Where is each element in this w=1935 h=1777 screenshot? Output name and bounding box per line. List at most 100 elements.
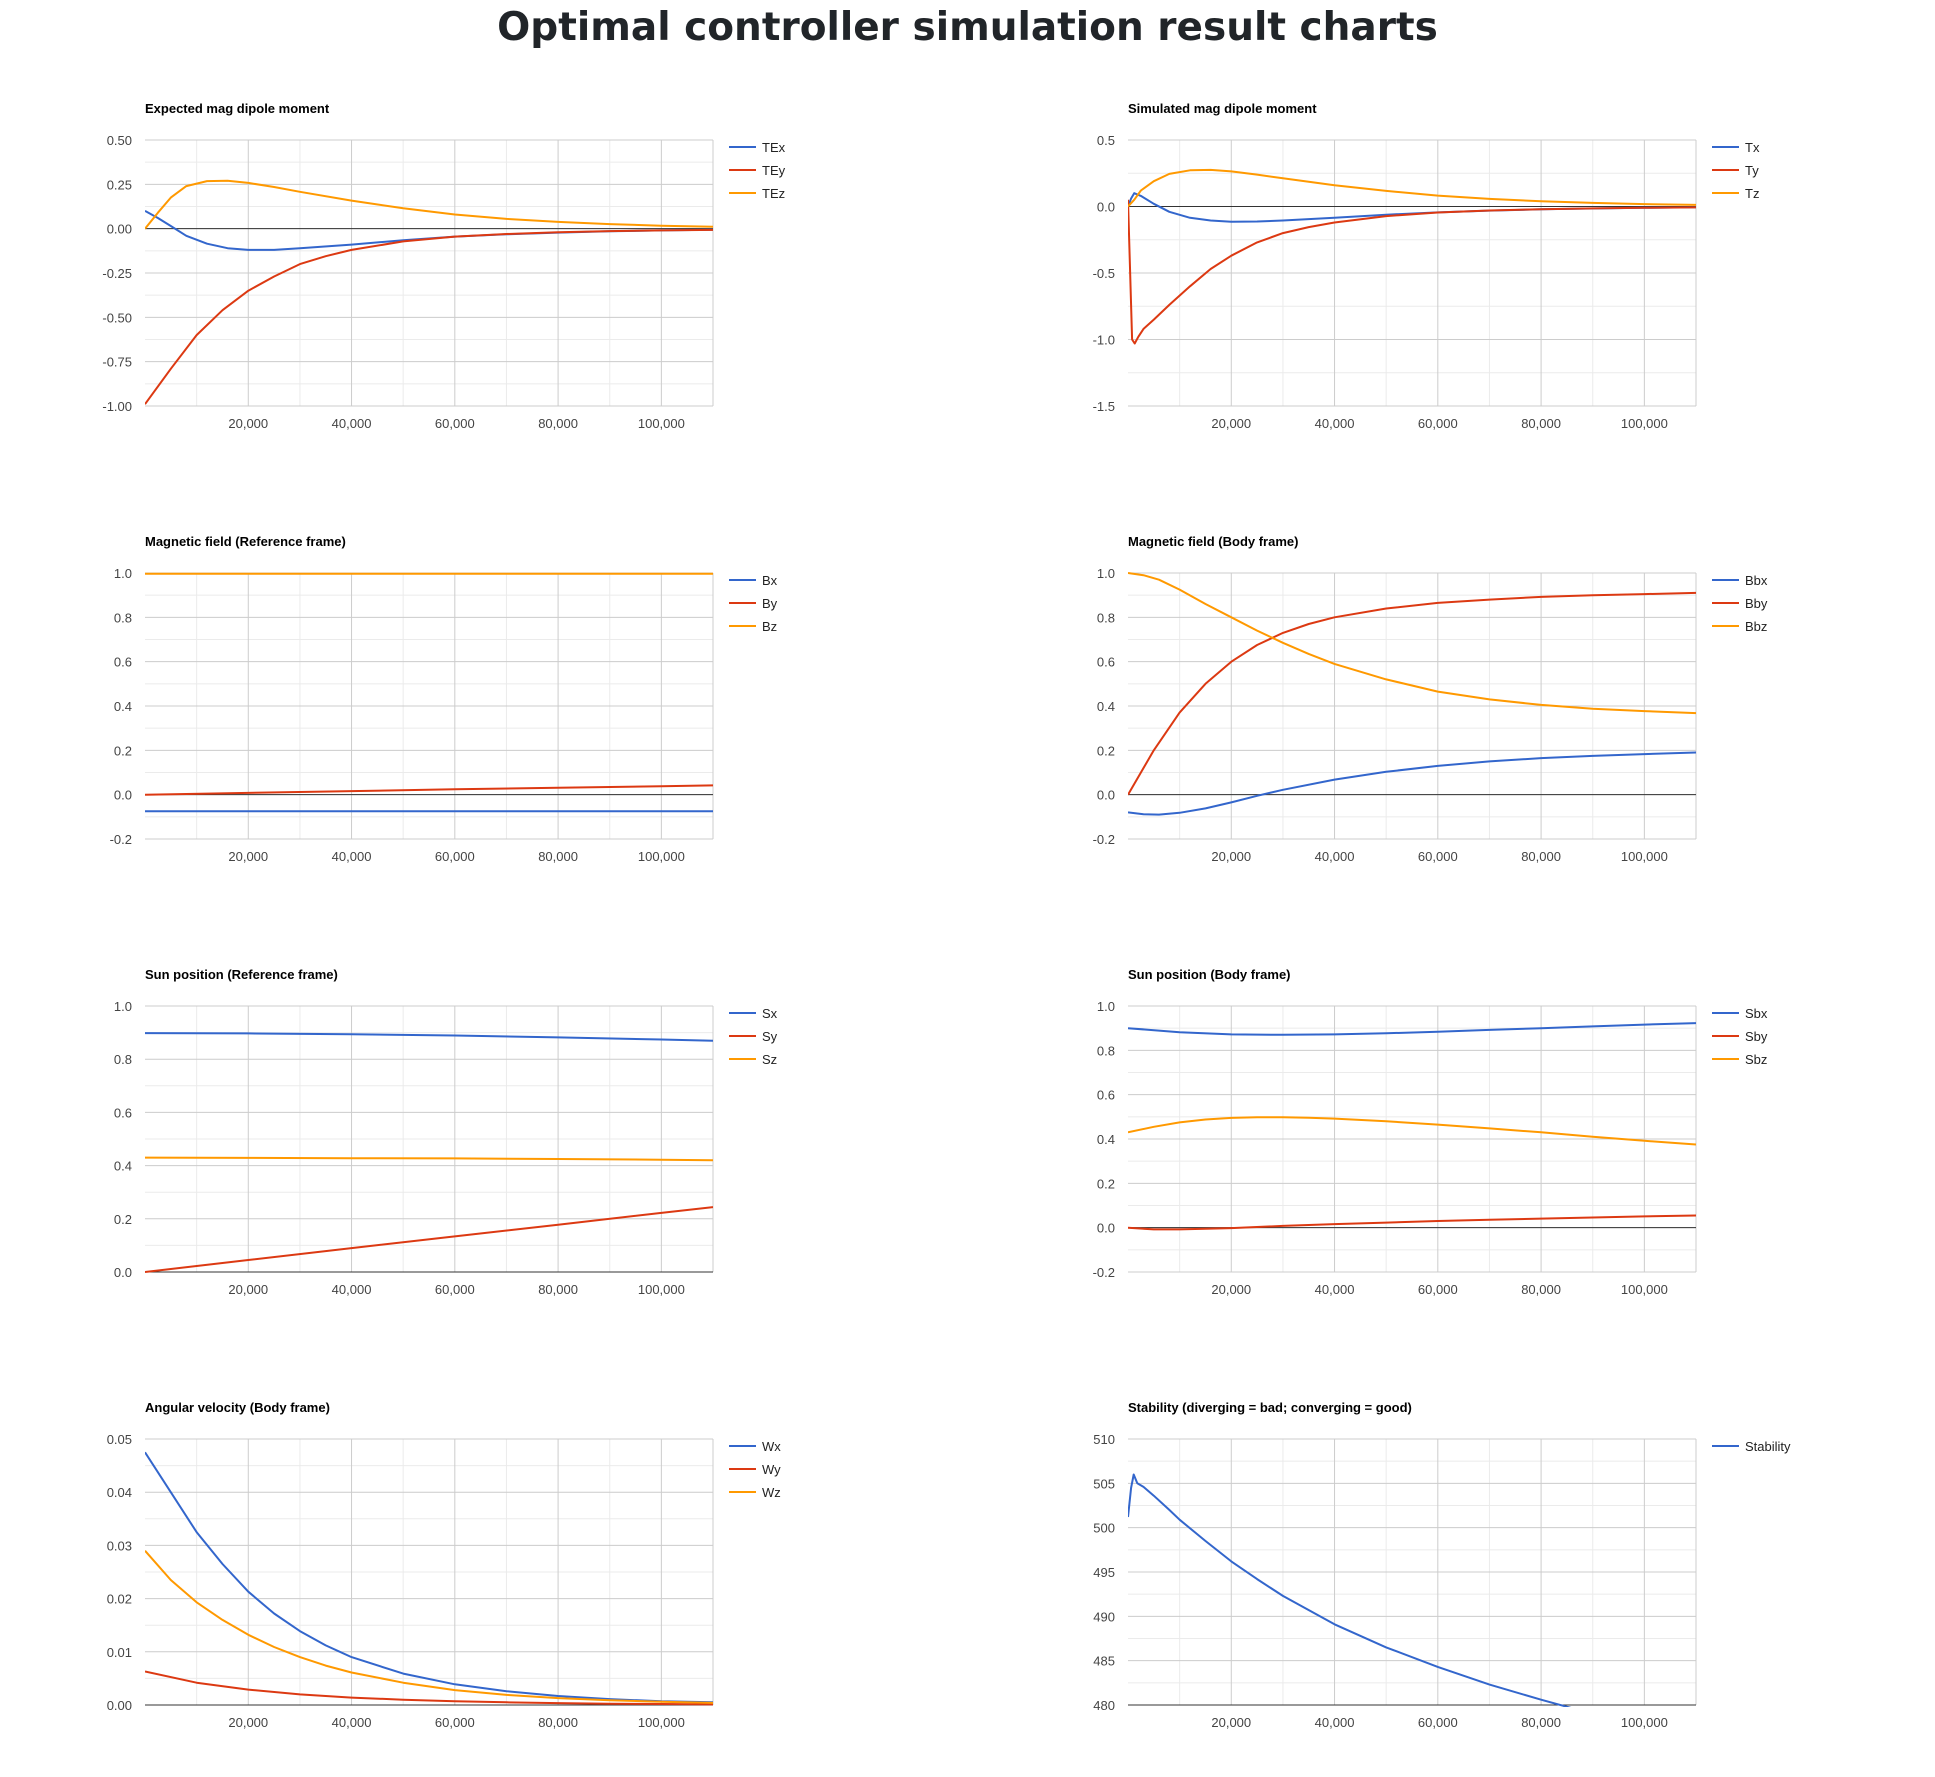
series-line-bbz — [1128, 572, 1696, 715]
legend-label: Sbx — [1745, 1006, 1768, 1021]
legend-label: Ty — [1745, 163, 1759, 178]
y-tick-label: 0.6 — [114, 1105, 132, 1120]
x-tick-label: 80,000 — [1521, 416, 1561, 431]
x-tick-label: 100,000 — [1621, 849, 1668, 864]
chart-title: Angular velocity (Body frame) — [145, 1400, 330, 1415]
y-tick-label: 480 — [1093, 1698, 1115, 1713]
legend-label: TEx — [762, 140, 786, 155]
legend-label: Sby — [1745, 1029, 1768, 1044]
y-tick-label: 0.6 — [1097, 1088, 1115, 1103]
legend-label: Stability — [1745, 1439, 1791, 1454]
chart-title: Magnetic field (Reference frame) — [145, 534, 346, 549]
y-tick-label: 1.0 — [1097, 999, 1115, 1014]
series-line-sz — [145, 1156, 713, 1162]
y-tick-label: 485 — [1093, 1654, 1115, 1669]
y-tick-label: 0.4 — [1097, 699, 1115, 714]
y-tick-label: 0.03 — [107, 1538, 132, 1553]
x-tick-label: 80,000 — [1521, 849, 1561, 864]
legend-label: Bby — [1745, 596, 1768, 611]
chart-title: Simulated mag dipole moment — [1128, 101, 1317, 116]
x-tick-label: 80,000 — [538, 1715, 578, 1730]
y-tick-label: -0.2 — [1093, 1265, 1115, 1280]
legend-label: Sx — [762, 1006, 778, 1021]
x-tick-label: 40,000 — [332, 849, 372, 864]
legend-label: Wz — [762, 1485, 781, 1500]
y-tick-label: 500 — [1093, 1521, 1115, 1536]
x-tick-label: 60,000 — [1418, 416, 1458, 431]
y-tick-label: -0.2 — [110, 832, 132, 847]
series-line-wy — [145, 1670, 713, 1706]
y-tick-label: 1.0 — [114, 999, 132, 1014]
y-tick-label: 0.00 — [107, 1698, 132, 1713]
series-line-sbx — [1128, 1022, 1696, 1036]
x-tick-label: 20,000 — [228, 1715, 268, 1730]
y-tick-label: 510 — [1093, 1432, 1115, 1447]
y-tick-label: 0.0 — [114, 1265, 132, 1280]
legend-label: Wy — [762, 1462, 781, 1477]
y-tick-label: 0.05 — [107, 1432, 132, 1447]
series-line-tey — [145, 228, 713, 405]
chart-sun-position-body: Sun position (Body frame) -0.2 0.0 0.2 0.4 0.… — [1093, 967, 1768, 1297]
legend-label: Tx — [1745, 140, 1760, 155]
legend-label: Bbx — [1745, 573, 1768, 588]
x-tick-label: 60,000 — [1418, 1715, 1458, 1730]
x-tick-label: 100,000 — [638, 1715, 685, 1730]
series-line-sbz — [1128, 1116, 1696, 1146]
y-tick-label: -0.25 — [102, 266, 132, 281]
x-tick-label: 40,000 — [332, 1282, 372, 1297]
y-tick-label: -0.50 — [102, 310, 132, 325]
x-tick-label: 40,000 — [1315, 1282, 1355, 1297]
chart-magnetic-field-reference: Magnetic field (Reference frame) -0.2 0.0 0… — [110, 534, 778, 864]
x-tick-label: 80,000 — [538, 1282, 578, 1297]
chart-magnetic-field-body: Magnetic field (Body frame) -0.2 0.0 0.2 0.4… — [1093, 534, 1768, 864]
legend-label: Sbz — [1745, 1052, 1767, 1067]
y-tick-label: 0.25 — [107, 177, 132, 192]
chart-angular-velocity-body: Angular velocity (Body frame) 0.00 0.01 0.0… — [107, 1400, 782, 1730]
y-tick-label: 0.02 — [107, 1592, 132, 1607]
chart-title: Expected mag dipole moment — [145, 101, 330, 116]
x-tick-label: 100,000 — [1621, 1715, 1668, 1730]
y-tick-label: -0.2 — [1093, 832, 1115, 847]
y-tick-label: 0.6 — [114, 655, 132, 670]
x-tick-label: 100,000 — [638, 416, 685, 431]
x-tick-label: 40,000 — [1315, 1715, 1355, 1730]
legend-label: Wx — [762, 1439, 781, 1454]
y-tick-label: 0.2 — [114, 743, 132, 758]
legend-label: By — [762, 596, 778, 611]
series-line-sx — [145, 1032, 713, 1042]
series-line-sby — [1128, 1214, 1696, 1231]
legend-label: TEz — [762, 186, 785, 201]
y-tick-label: 0.0 — [1097, 788, 1115, 803]
y-tick-label: 0.5 — [1097, 133, 1115, 148]
x-tick-label: 100,000 — [638, 849, 685, 864]
x-tick-label: 20,000 — [1211, 849, 1251, 864]
chart-sun-position-reference: Sun position (Reference frame) 0.0 0.2 0.4 0… — [114, 967, 778, 1297]
y-tick-label: 0.0 — [1097, 200, 1115, 215]
y-tick-label: 0.0 — [1097, 1221, 1115, 1236]
legend-label: Bx — [762, 573, 778, 588]
y-tick-label: -1.5 — [1093, 399, 1115, 414]
y-tick-label: 0.50 — [107, 133, 132, 148]
y-tick-label: 495 — [1093, 1565, 1115, 1580]
page-title: Optimal controller simulation result cha… — [497, 5, 1438, 50]
x-tick-label: 40,000 — [1315, 416, 1355, 431]
y-tick-label: 0.4 — [1097, 1132, 1115, 1147]
y-tick-label: 505 — [1093, 1476, 1115, 1491]
y-tick-label: 490 — [1093, 1609, 1115, 1624]
legend-label: Bbz — [1745, 619, 1767, 634]
legend-label: Tz — [1745, 186, 1759, 201]
y-tick-label: 1.0 — [114, 566, 132, 581]
series-line-stability — [1128, 1473, 1572, 1707]
series-line-tez — [145, 179, 713, 230]
chart-simulated-mag-dipole: Simulated mag dipole moment -1.5 -1.0 -0.5 0… — [1093, 101, 1760, 431]
x-tick-label: 80,000 — [538, 416, 578, 431]
x-tick-label: 20,000 — [228, 1282, 268, 1297]
series-line-bbx — [1128, 751, 1696, 816]
y-tick-label: 0.2 — [1097, 743, 1115, 758]
chart-stability: Stability (diverging = bad; converging =… — [1093, 1400, 1791, 1730]
y-tick-label: 0.00 — [107, 222, 132, 237]
chart-title: Sun position (Reference frame) — [145, 967, 338, 982]
chart-expected-mag-dipole: Expected mag dipole moment -1.00 -0.75 -0.5… — [102, 101, 785, 431]
x-tick-label: 80,000 — [1521, 1715, 1561, 1730]
y-tick-label: 0.0 — [114, 788, 132, 803]
